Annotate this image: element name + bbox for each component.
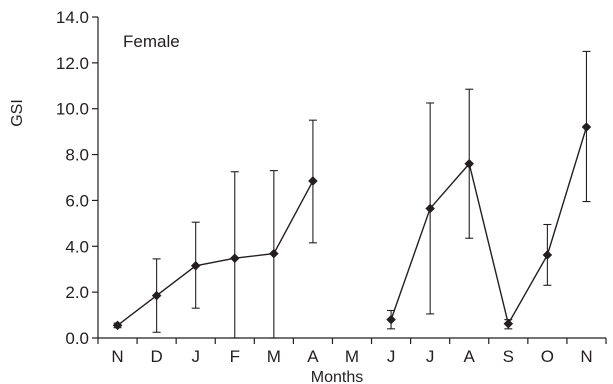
x-axis-label: Months xyxy=(311,369,363,384)
data-points xyxy=(112,122,592,331)
y-tick-label: 12.0 xyxy=(56,54,89,73)
data-point xyxy=(190,261,201,271)
x-tick-label: J xyxy=(426,347,435,366)
data-point xyxy=(386,314,396,325)
x-tick-label: F xyxy=(230,347,240,366)
x-tick-label: D xyxy=(150,347,162,366)
x-tick-label: J xyxy=(387,347,396,366)
series-lines xyxy=(117,126,588,326)
data-point xyxy=(581,122,592,132)
series-line xyxy=(390,126,588,326)
x-tick-label: N xyxy=(111,347,123,366)
data-point xyxy=(542,250,553,260)
annotation-label: Female xyxy=(123,32,180,51)
y-tick-label: 14.0 xyxy=(56,8,89,27)
data-point xyxy=(112,320,123,331)
data-point xyxy=(464,158,474,169)
series-line xyxy=(117,180,314,326)
data-point xyxy=(269,248,279,259)
x-tick-label: O xyxy=(541,347,554,366)
y-tick-label: 2.0 xyxy=(65,283,89,302)
x-tick-label: M xyxy=(267,347,281,366)
y-axis-label: GSI xyxy=(9,99,26,127)
y-tick-label: 0.0 xyxy=(65,329,89,348)
tick-labels: 0.0 2.0 4.0 6.0 8.0 10.0 12.0 14.0 N D J F M A M J J A S O N xyxy=(56,8,593,366)
y-tick-label: 4.0 xyxy=(65,237,89,256)
x-tick-label: A xyxy=(464,347,476,366)
x-tick-label: N xyxy=(580,347,592,366)
error-bars xyxy=(113,50,591,339)
y-tick-label: 10.0 xyxy=(56,100,89,119)
data-point xyxy=(308,176,318,186)
data-point xyxy=(151,290,162,301)
data-point xyxy=(503,319,514,329)
x-tick-label: M xyxy=(345,347,359,366)
data-point xyxy=(230,253,240,263)
x-tick-label: J xyxy=(191,347,200,366)
x-tick-label: S xyxy=(503,347,514,366)
y-tick-label: 6.0 xyxy=(65,191,89,210)
data-point xyxy=(425,203,435,214)
y-tick-label: 8.0 xyxy=(65,146,89,165)
axes xyxy=(92,16,607,344)
x-tick-label: A xyxy=(307,347,319,366)
